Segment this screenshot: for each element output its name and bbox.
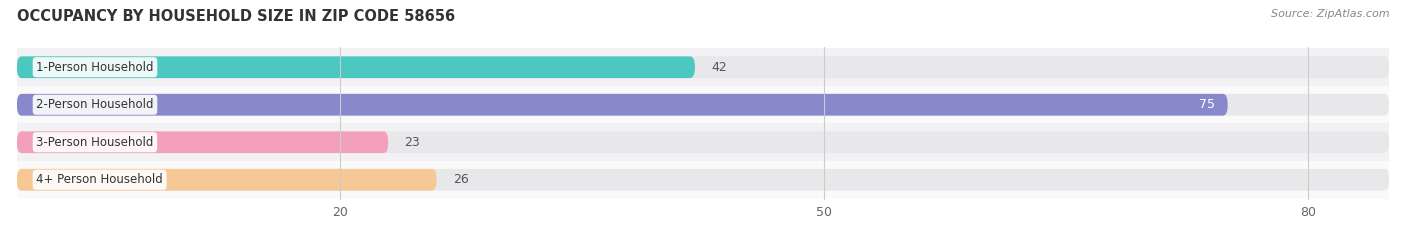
Text: 75: 75 (1199, 98, 1215, 111)
Text: 2-Person Household: 2-Person Household (37, 98, 153, 111)
Bar (17, 123, 1389, 161)
Text: 42: 42 (711, 61, 727, 74)
FancyBboxPatch shape (17, 94, 1227, 116)
FancyBboxPatch shape (17, 56, 695, 78)
FancyBboxPatch shape (17, 131, 388, 153)
Bar (17, 161, 1389, 199)
FancyBboxPatch shape (17, 131, 1389, 153)
Bar (17, 48, 1389, 86)
Text: Source: ZipAtlas.com: Source: ZipAtlas.com (1271, 9, 1389, 19)
Text: OCCUPANCY BY HOUSEHOLD SIZE IN ZIP CODE 58656: OCCUPANCY BY HOUSEHOLD SIZE IN ZIP CODE … (17, 9, 456, 24)
Text: 1-Person Household: 1-Person Household (37, 61, 153, 74)
Text: 4+ Person Household: 4+ Person Household (37, 173, 163, 186)
Text: 3-Person Household: 3-Person Household (37, 136, 153, 149)
FancyBboxPatch shape (17, 56, 1389, 78)
Text: 23: 23 (405, 136, 420, 149)
Text: 26: 26 (453, 173, 468, 186)
FancyBboxPatch shape (17, 169, 437, 191)
FancyBboxPatch shape (17, 94, 1389, 116)
Bar (17, 86, 1389, 123)
FancyBboxPatch shape (17, 169, 1389, 191)
